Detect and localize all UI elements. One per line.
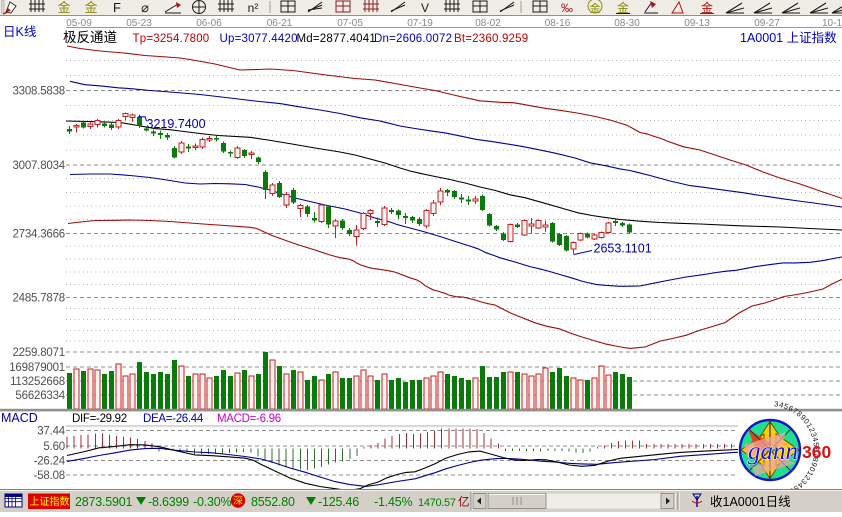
svg-text:2485.7878: 2485.7878 bbox=[12, 292, 65, 304]
svg-text:5.60: 5.60 bbox=[43, 441, 65, 453]
svg-text:gann: gann bbox=[748, 438, 798, 465]
svg-text:-0.30%: -0.30% bbox=[193, 495, 231, 509]
svg-text:37.44: 37.44 bbox=[37, 426, 66, 438]
svg-text:‰: ‰ bbox=[561, 1, 573, 15]
svg-text:1470.57: 1470.57 bbox=[418, 497, 456, 509]
svg-text:金: 金 bbox=[617, 0, 629, 15]
svg-text:-58.08: -58.08 bbox=[34, 470, 65, 482]
svg-text:V: V bbox=[421, 1, 429, 15]
svg-text:金: 金 bbox=[590, 1, 601, 15]
svg-text:MACD=-6.96: MACD=-6.96 bbox=[217, 413, 281, 425]
svg-text:3308.5838: 3308.5838 bbox=[12, 86, 65, 98]
svg-text:收1A0001日线: 收1A0001日线 bbox=[710, 495, 791, 509]
svg-text:-8.6399: -8.6399 bbox=[148, 495, 189, 509]
svg-text:亿: 亿 bbox=[458, 496, 470, 509]
svg-text:-26.24: -26.24 bbox=[34, 455, 66, 467]
svg-text:深: 深 bbox=[233, 495, 243, 507]
svg-text:上证指数: 上证指数 bbox=[30, 495, 70, 508]
svg-text:1A0001 上证指数: 1A0001 上证指数 bbox=[740, 30, 837, 45]
svg-text:⌀: ⌀ bbox=[141, 0, 149, 15]
svg-text:Tp=3254.7800: Tp=3254.7800 bbox=[133, 33, 210, 45]
svg-text:2873.5901: 2873.5901 bbox=[75, 495, 133, 509]
svg-text:极反通道: 极反通道 bbox=[63, 30, 117, 45]
svg-text:F: F bbox=[113, 0, 121, 15]
svg-text:8552.80: 8552.80 bbox=[251, 495, 295, 509]
svg-text:金: 金 bbox=[57, 0, 70, 15]
svg-text:Bt=2360.9259: Bt=2360.9259 bbox=[454, 33, 528, 45]
svg-text:Dn=2606.0072: Dn=2606.0072 bbox=[374, 33, 452, 45]
svg-text:Md=2877.4041: Md=2877.4041 bbox=[297, 33, 376, 45]
svg-text:2259.8071: 2259.8071 bbox=[12, 347, 65, 359]
svg-text:金: 金 bbox=[701, 0, 713, 15]
svg-text:n²: n² bbox=[248, 1, 259, 15]
svg-text:2653.1101: 2653.1101 bbox=[594, 242, 652, 256]
svg-text:113252668: 113252668 bbox=[10, 376, 65, 388]
svg-text:56626334: 56626334 bbox=[15, 390, 65, 402]
svg-text:DEA=-26.44: DEA=-26.44 bbox=[143, 413, 204, 425]
svg-text:3219.7400: 3219.7400 bbox=[147, 117, 206, 131]
svg-text:Up=3077.4420: Up=3077.4420 bbox=[220, 33, 298, 45]
svg-text:-125.46: -125.46 bbox=[318, 495, 359, 509]
svg-text:-1.45%: -1.45% bbox=[374, 495, 412, 509]
svg-text:金: 金 bbox=[84, 0, 97, 15]
svg-text:360: 360 bbox=[802, 442, 831, 462]
svg-text:日K线: 日K线 bbox=[3, 25, 37, 39]
svg-text:169879001: 169879001 bbox=[9, 362, 65, 374]
svg-text:DIF=-29.92: DIF=-29.92 bbox=[72, 413, 127, 425]
svg-text:3007.8034: 3007.8034 bbox=[12, 160, 65, 172]
svg-text:MACD: MACD bbox=[1, 411, 38, 425]
svg-text:2734.3666: 2734.3666 bbox=[12, 228, 65, 240]
